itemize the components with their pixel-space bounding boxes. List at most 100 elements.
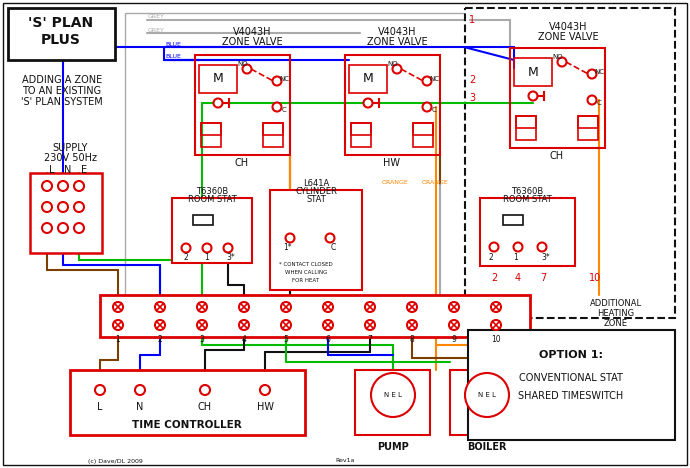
Text: ZONE VALVE: ZONE VALVE <box>221 37 282 47</box>
Text: 3: 3 <box>469 93 475 103</box>
Bar <box>516 116 536 140</box>
Bar <box>351 123 371 147</box>
Text: V4043H: V4043H <box>377 27 416 37</box>
Text: 2: 2 <box>184 253 188 262</box>
Text: SHARED TIMESWITCH: SHARED TIMESWITCH <box>518 391 624 401</box>
Text: ADDING A ZONE: ADDING A ZONE <box>22 75 102 85</box>
Text: CONVENTIONAL STAT: CONVENTIONAL STAT <box>519 373 623 383</box>
Text: 1: 1 <box>513 253 518 262</box>
Bar <box>8 8 115 60</box>
Bar <box>201 123 221 135</box>
Text: V4043H: V4043H <box>233 27 271 37</box>
Text: HW: HW <box>257 402 273 412</box>
Circle shape <box>42 223 52 233</box>
Bar <box>100 295 530 337</box>
Text: NC: NC <box>429 76 439 82</box>
Text: 2: 2 <box>157 336 162 344</box>
Circle shape <box>326 234 335 242</box>
Circle shape <box>273 76 282 86</box>
Text: ZONE: ZONE <box>604 319 628 328</box>
Circle shape <box>197 320 207 330</box>
Text: PLUS: PLUS <box>41 33 81 47</box>
Text: N E L: N E L <box>384 392 402 398</box>
Text: OPTION 1:: OPTION 1: <box>539 350 603 360</box>
Text: CH: CH <box>235 158 249 168</box>
Circle shape <box>323 320 333 330</box>
Circle shape <box>422 76 431 86</box>
Circle shape <box>200 385 210 395</box>
Bar <box>503 215 523 225</box>
Text: NC: NC <box>594 69 604 75</box>
Circle shape <box>242 65 251 73</box>
Text: M: M <box>528 66 538 79</box>
Text: 4: 4 <box>515 273 521 283</box>
Text: STAT: STAT <box>306 195 326 204</box>
Bar <box>30 173 102 253</box>
Circle shape <box>197 302 207 312</box>
Circle shape <box>224 243 233 253</box>
Text: * CONTACT CLOSED: * CONTACT CLOSED <box>279 263 333 268</box>
Text: NC: NC <box>279 76 289 82</box>
Text: FOR HEAT: FOR HEAT <box>293 278 319 284</box>
Circle shape <box>491 320 501 330</box>
Circle shape <box>155 302 165 312</box>
Text: HW: HW <box>384 158 400 168</box>
Text: V4043H: V4043H <box>549 22 587 32</box>
Text: 230V 50Hz: 230V 50Hz <box>43 153 97 163</box>
Text: PUMP: PUMP <box>377 442 409 452</box>
Text: 2: 2 <box>489 253 493 262</box>
Circle shape <box>213 98 222 108</box>
Circle shape <box>393 65 402 73</box>
Text: ROOM STAT: ROOM STAT <box>502 195 551 204</box>
Text: 2: 2 <box>469 75 475 85</box>
Text: ZONE VALVE: ZONE VALVE <box>538 32 598 42</box>
Text: CH: CH <box>198 402 212 412</box>
Circle shape <box>95 385 105 395</box>
Text: GREY: GREY <box>148 15 165 20</box>
Text: 8: 8 <box>410 336 415 344</box>
Circle shape <box>239 302 249 312</box>
Circle shape <box>181 243 190 253</box>
Text: T6360B: T6360B <box>511 187 543 196</box>
Circle shape <box>365 302 375 312</box>
Text: M: M <box>363 73 373 86</box>
Circle shape <box>260 385 270 395</box>
Circle shape <box>58 223 68 233</box>
Text: GREY: GREY <box>148 28 165 32</box>
Circle shape <box>422 102 431 111</box>
Circle shape <box>538 242 546 251</box>
Text: 1: 1 <box>116 336 120 344</box>
Text: 3*: 3* <box>226 253 235 262</box>
Circle shape <box>407 302 417 312</box>
Bar <box>125 13 470 313</box>
Bar <box>263 123 283 135</box>
Bar <box>345 55 440 155</box>
Text: N: N <box>137 402 144 412</box>
Text: 1*: 1* <box>284 243 293 253</box>
Bar <box>193 215 213 225</box>
Text: N E L: N E L <box>478 392 496 398</box>
Circle shape <box>529 92 538 101</box>
Circle shape <box>58 181 68 191</box>
Text: NO: NO <box>237 61 248 67</box>
Bar <box>172 198 252 263</box>
Bar <box>195 55 290 155</box>
Bar <box>413 123 433 135</box>
Circle shape <box>113 320 123 330</box>
Bar <box>70 370 305 435</box>
Text: NO: NO <box>553 54 563 60</box>
Circle shape <box>273 102 282 111</box>
Text: L: L <box>97 402 103 412</box>
Circle shape <box>74 181 84 191</box>
Text: C: C <box>282 107 286 113</box>
Bar <box>516 116 536 128</box>
Circle shape <box>364 98 373 108</box>
Circle shape <box>558 58 566 66</box>
Text: TO AN EXISTING: TO AN EXISTING <box>23 86 101 96</box>
Circle shape <box>491 302 501 312</box>
Bar <box>514 58 552 86</box>
Text: L641A: L641A <box>303 178 329 188</box>
Text: 10: 10 <box>491 336 501 344</box>
Circle shape <box>449 320 459 330</box>
Circle shape <box>286 234 295 242</box>
